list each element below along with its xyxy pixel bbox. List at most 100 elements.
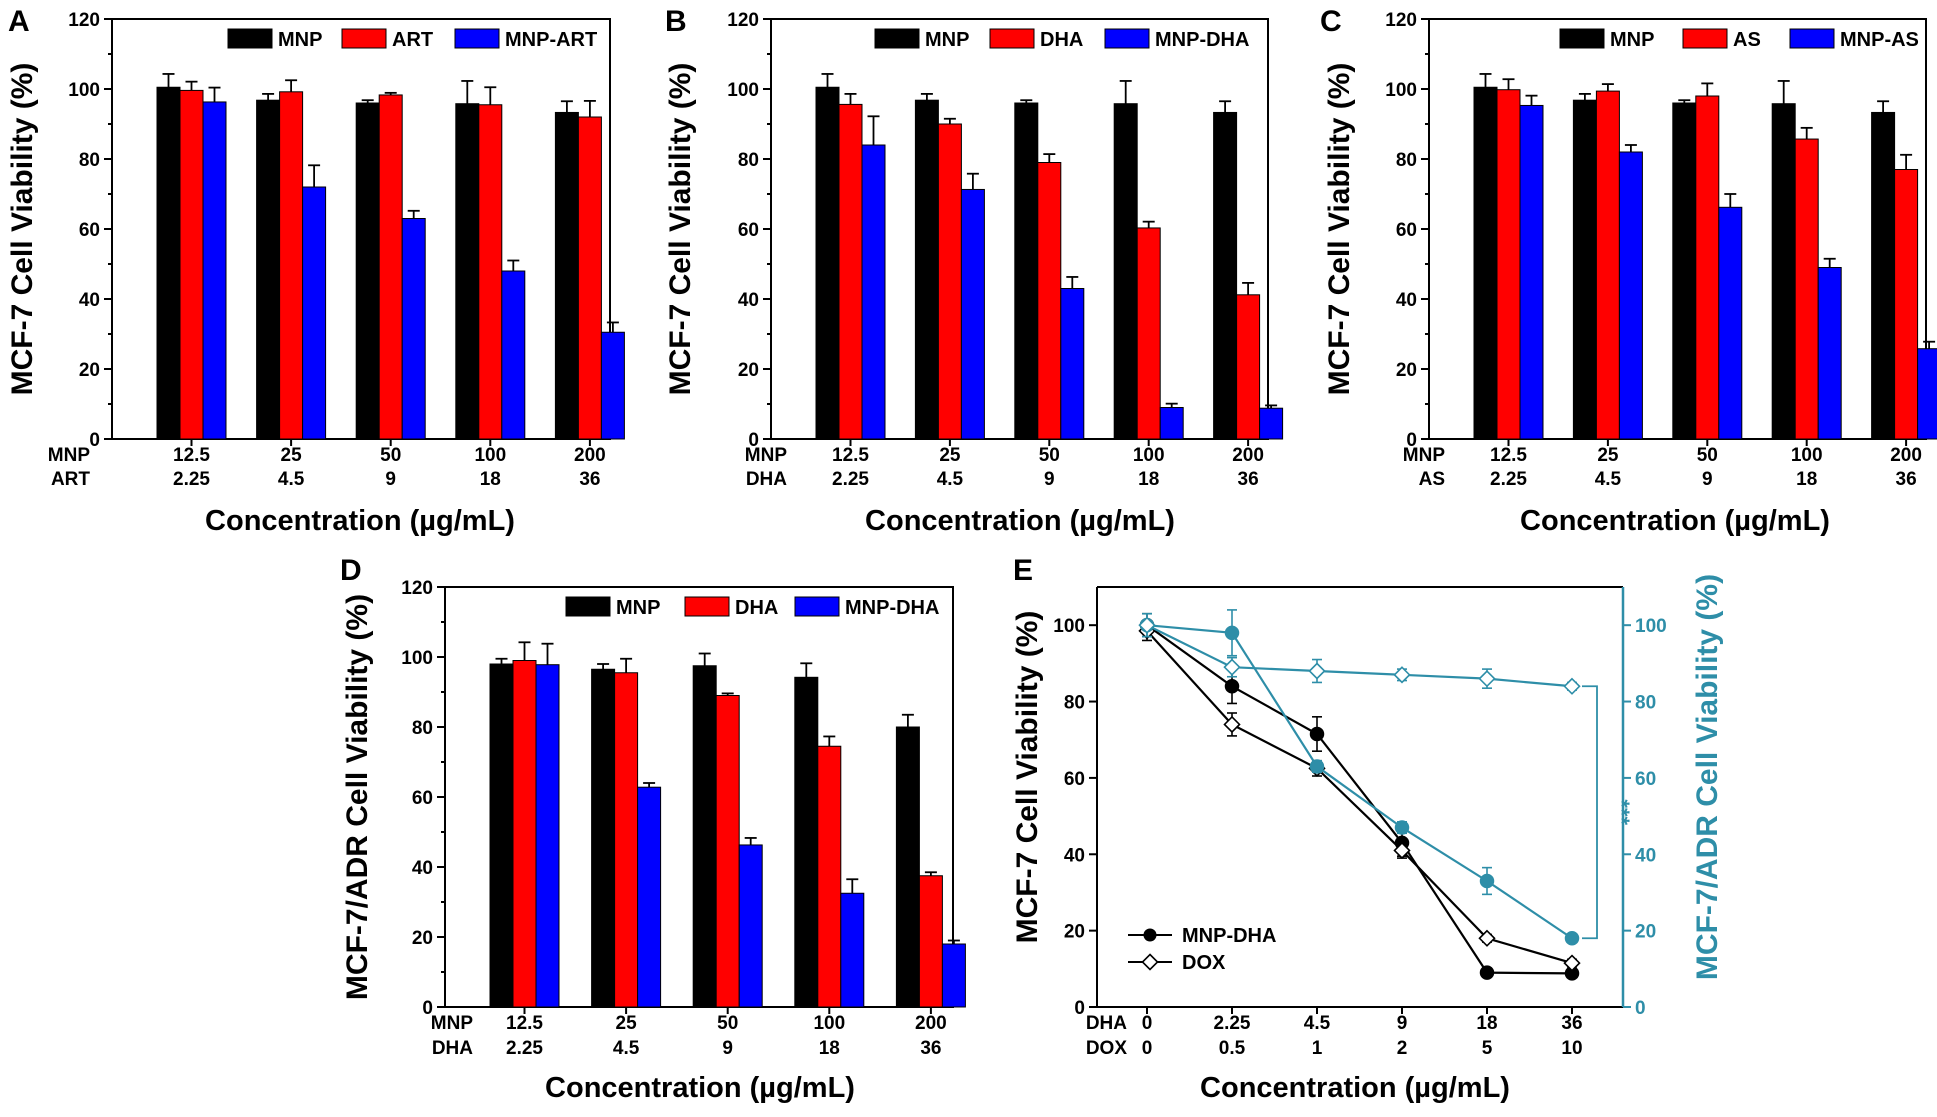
- bar-dha: [937, 123, 962, 440]
- x-tick-label: 0: [1142, 1038, 1153, 1059]
- bar-mnp: [1871, 111, 1896, 440]
- series-line-3: [1146, 624, 1573, 688]
- bar-mnp-dha: [960, 188, 985, 440]
- y-tick-label: 40: [1064, 845, 1085, 866]
- data-point-circle: [1309, 759, 1325, 774]
- legend-label: MNP-AS: [1840, 29, 1919, 51]
- bar-mnp: [455, 103, 480, 440]
- bar-mnp-dha: [840, 892, 865, 1008]
- y-tick-label: 80: [412, 718, 433, 739]
- legend-label: MNP: [278, 29, 322, 51]
- row-label: MNP: [431, 1013, 474, 1034]
- bar-mnp: [692, 665, 717, 1008]
- x-axis-title: Concentration (µg/mL): [205, 505, 515, 537]
- bar-dha: [715, 695, 740, 1008]
- x-tick-label: 50: [380, 445, 401, 466]
- bar-as: [1595, 90, 1620, 440]
- x-tick-label: 12.5: [832, 445, 869, 466]
- x-tick-label: 0: [1142, 1013, 1153, 1034]
- y-tick-label: 20: [738, 360, 759, 381]
- x-tick-label: 4.5: [613, 1038, 640, 1059]
- legend-swatch: [1789, 28, 1835, 49]
- bar-mnp: [815, 86, 840, 440]
- x-tick-label: 36: [920, 1038, 941, 1059]
- x-tick-label: 18: [1138, 469, 1159, 490]
- x-tick-label: 0.5: [1219, 1038, 1246, 1059]
- legend-swatch: [1559, 28, 1605, 49]
- y2-tick-label: 100: [1635, 616, 1667, 637]
- data-point-circle: [1479, 873, 1495, 889]
- bar-dha: [918, 875, 943, 1008]
- panel-letter: A: [8, 5, 30, 38]
- legend-swatch: [1682, 28, 1728, 49]
- bar-art: [279, 91, 304, 440]
- bar-mnp-dha: [861, 144, 886, 440]
- x-tick-label: 5: [1482, 1038, 1493, 1059]
- y-tick-label: 80: [1396, 150, 1417, 171]
- y-tick-label: 20: [79, 360, 100, 381]
- bar-dha: [1136, 227, 1161, 440]
- legend-marker-circle: [1143, 928, 1157, 942]
- bar-mnp: [256, 99, 281, 440]
- legend-label: MNP: [616, 597, 660, 619]
- x-tick-label: 50: [1697, 445, 1718, 466]
- x-tick-label: 100: [1791, 445, 1823, 466]
- data-point-diamond: [1478, 929, 1496, 947]
- x-tick-label: 200: [915, 1013, 947, 1034]
- x-tick-label: 100: [474, 445, 506, 466]
- y-tick-label: 0: [748, 430, 759, 451]
- bar-art: [179, 89, 204, 440]
- legend-swatch: [565, 596, 611, 617]
- y-tick-label: 80: [738, 150, 759, 171]
- x-tick-label: 2.25: [173, 469, 210, 490]
- legend-label: MNP-DHA: [845, 597, 939, 619]
- bar-dha: [1236, 294, 1261, 440]
- bar-mnp: [1473, 86, 1498, 440]
- legend-label: ART: [392, 29, 433, 51]
- x-tick-label: 2.25: [506, 1038, 543, 1059]
- y-tick-label: 100: [727, 80, 759, 101]
- y-axis-title: MCF-7 Cell Viability (%): [6, 63, 39, 396]
- bar-mnp: [1213, 111, 1238, 440]
- x-tick-label: 2.25: [1490, 469, 1527, 490]
- data-point-diamond: [1308, 662, 1326, 680]
- x-tick-label: 2.25: [832, 469, 869, 490]
- y2-tick-label: 0: [1635, 998, 1646, 1019]
- y-tick-label: 100: [68, 80, 100, 101]
- x-tick-label: 12.5: [506, 1013, 543, 1034]
- data-point-diamond: [1223, 715, 1241, 734]
- x-tick-label: 36: [1238, 469, 1259, 490]
- panel-letter: C: [1320, 5, 1342, 38]
- series-line-2: [1146, 624, 1573, 940]
- x-tick-label: 4.5: [937, 469, 964, 490]
- bar-mnp-as: [1618, 151, 1643, 440]
- y2-tick-label: 20: [1635, 922, 1656, 943]
- x-tick-label: 4.5: [1595, 469, 1622, 490]
- bar-as: [1496, 89, 1521, 440]
- legend-label: AS: [1733, 29, 1761, 51]
- data-point-circle: [1224, 679, 1240, 694]
- legend-label: DOX: [1182, 952, 1226, 974]
- x-tick-label: 36: [579, 469, 600, 490]
- y-tick-label: 100: [1385, 80, 1417, 101]
- x-tick-label: 25: [616, 1013, 638, 1034]
- x-tick-label: 9: [1397, 1013, 1408, 1034]
- legend-swatch: [874, 28, 920, 49]
- legend-label: DHA: [1040, 29, 1083, 51]
- y-tick-label: 80: [1064, 693, 1085, 714]
- bar-mnp-as: [1817, 267, 1842, 440]
- legend-label: MNP-ART: [505, 29, 597, 51]
- legend-marker-diamond: [1141, 953, 1159, 971]
- bar-mnp-dha: [1159, 407, 1184, 440]
- y-tick-label: 0: [422, 998, 433, 1019]
- x-tick-label: 10: [1561, 1038, 1582, 1059]
- bar-mnp: [1771, 103, 1796, 440]
- bar-mnp: [1113, 103, 1138, 440]
- bar-mnp-dha: [637, 786, 662, 1008]
- x-tick-label: 18: [1796, 469, 1817, 490]
- bar-as: [1894, 169, 1919, 440]
- y-tick-label: 40: [79, 290, 100, 311]
- legend-label: MNP: [925, 29, 969, 51]
- y-tick-label: 0: [89, 430, 100, 451]
